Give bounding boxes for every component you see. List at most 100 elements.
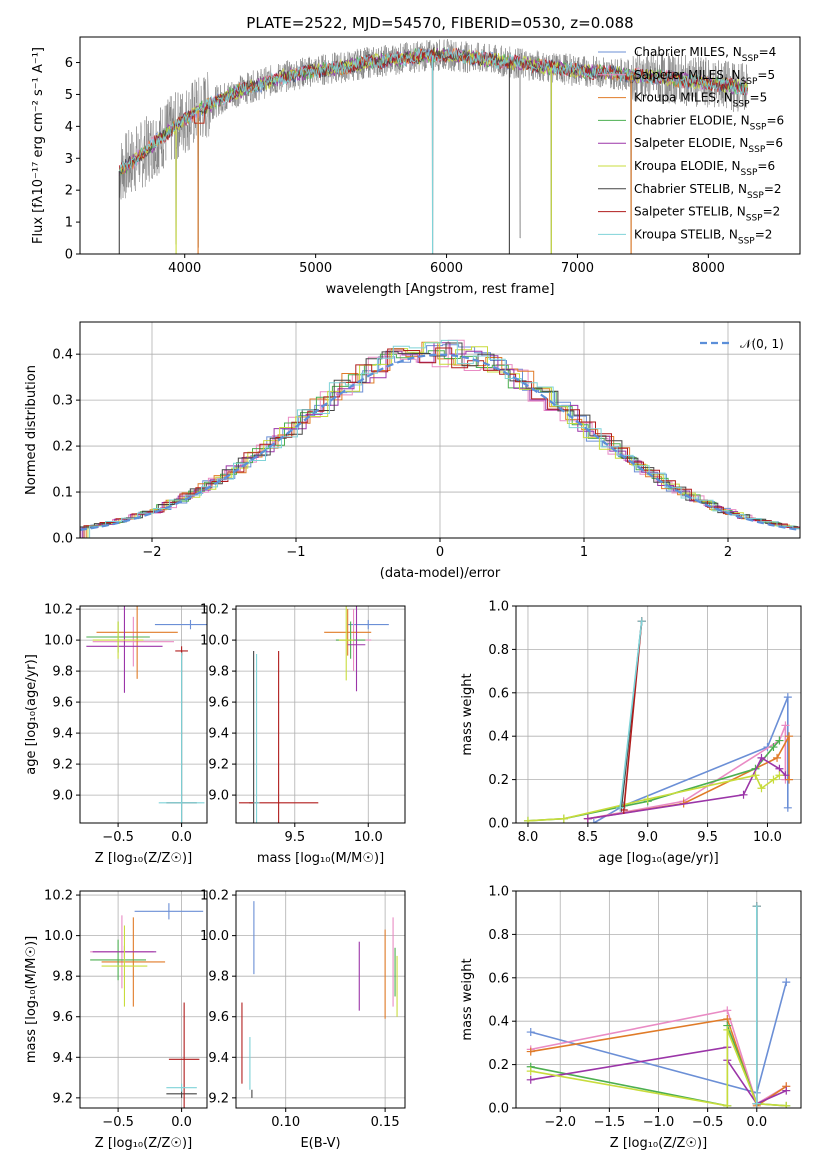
legend-tail: =6 (766, 113, 784, 127)
x-tick-label: −2 (142, 545, 161, 560)
x-tick-label: −1.5 (594, 1115, 626, 1130)
y-tick-label: 10.2 (200, 889, 229, 904)
weight-point-kroupa_stelib (752, 1099, 761, 1108)
y-tick-label: 9.8 (52, 665, 73, 680)
x-tick-label: 0.0 (171, 830, 192, 845)
y-tick-label: 9.2 (208, 758, 229, 773)
axes-frame (79, 890, 208, 1109)
y-tick-label: 9.4 (208, 1051, 229, 1066)
plot-area (526, 902, 791, 1108)
y-tick-label: 4 (65, 120, 73, 135)
errorbar-kroupa_miles (96, 606, 178, 679)
legend-sub: SSP (741, 168, 758, 178)
weight-point-chabrier_elodie (775, 736, 784, 745)
x-axis-label: Z [log₁₀(Z/Z☉)] (95, 851, 192, 866)
legend-tail: =4 (759, 45, 777, 59)
weight-point-kroupa_elodie (775, 771, 784, 780)
weight-point-kroupa_elodie (526, 1067, 535, 1076)
plot-area (523, 617, 794, 823)
weight-point-salpeter_elodie (739, 790, 748, 799)
axes-overlay: −0.5 0.0 9.0 9.2 9.4 9.6 9.8 10.0 10.2 Z [log₁₀(Z… (24, 603, 208, 866)
x-tick-label: 10.0 (354, 830, 383, 845)
y-tick-label: 9.2 (52, 1091, 73, 1106)
weight-point-kroupa_elodie (757, 784, 766, 793)
y-tick-label: 6 (65, 56, 73, 71)
x-tick-label: 9.5 (284, 830, 305, 845)
histogram-salpeter_miles (80, 339, 800, 538)
errorbar-kroupa_elodie (92, 621, 144, 659)
y-tick-label: 3 (65, 152, 73, 167)
legend-name: Chabrier ELODIE, N (634, 113, 750, 127)
legend-tail: =5 (750, 91, 768, 105)
x-axis-label: age [log₁₀(age/yr)] (598, 851, 719, 866)
axes-frame (79, 36, 801, 255)
legend-name: Kroupa MILES, N (634, 91, 733, 105)
weight-point-kroupa_stelib (616, 803, 625, 812)
panel-mass-vs-Z: −0.5 0.0 9.2 9.4 9.6 9.8 10.0 10.2 Z [log₁₀(Z/Z☉… (24, 889, 208, 1151)
weight-line-kroupa_elodie (527, 774, 780, 822)
legend-label-chabrier_elodie: Chabrier ELODIE, NSSP=6 (634, 113, 784, 132)
legend-label-salpeter_stelib: Salpeter STELIB, NSSP=2 (634, 205, 780, 224)
legend-tail: =2 (764, 182, 782, 196)
y-axis-label: mass weight (460, 958, 475, 1040)
y-tick-label: 1 (65, 216, 73, 231)
x-tick-label: −1 (286, 545, 305, 560)
plot-area (238, 606, 389, 823)
errorbar-chabrier_miles (347, 619, 389, 630)
errorbar-chabrier_miles (134, 903, 204, 920)
y-tick-label: 5 (65, 88, 73, 103)
errorbar-salpeter_stelib (168, 1002, 200, 1108)
weight-point-salpeter_elodie (757, 753, 766, 762)
x-axis-label: (data-model)/error (380, 566, 501, 581)
y-tick-label: 0.2 (488, 773, 509, 788)
panel-residuals: −2 −1 0 1 2 0.0 0.1 0.2 0.3 0.4 (data-model)/error… (24, 321, 801, 581)
plot-area (118, 39, 748, 254)
weight-line-kroupa_stelib (619, 621, 643, 808)
errorbar-kroupa_stelib (166, 1083, 197, 1092)
y-tick-label: 9.4 (52, 727, 73, 742)
legend-sub: SSP (738, 236, 755, 246)
weight-point-salpeter_miles (723, 1006, 732, 1015)
x-axis-label: mass [log₁₀(M/M☉)] (257, 851, 384, 866)
errorbar-chabrier_elodie (90, 939, 147, 981)
legend-tail: =2 (755, 227, 773, 241)
weight-point-salpeter_miles (781, 721, 790, 730)
histogram-chabrier_stelib (80, 342, 800, 529)
legend-label-kroupa_stelib: Kroupa STELIB, NSSP=2 (634, 227, 772, 246)
y-tick-label: 0.8 (488, 928, 509, 943)
weight-point-kroupa_elodie (643, 795, 652, 804)
y-tick-label: 0.1 (52, 486, 73, 501)
x-tick-label: −1.0 (643, 1115, 675, 1130)
y-tick-label: 9.0 (52, 789, 73, 804)
legend-label-salpeter_elodie: Salpeter ELODIE, NSSP=6 (634, 136, 783, 155)
model-line-chabrier_stelib (118, 47, 748, 175)
legend-label-kroupa_miles: Kroupa MILES, NSSP=5 (634, 91, 767, 110)
weight-point-chabrier_miles (526, 1028, 535, 1037)
y-axis-label: Normed distribution (24, 365, 39, 495)
axes-overlay: −0.5 0.0 9.2 9.4 9.6 9.8 10.0 10.2 Z [log₁₀(Z/Z☉… (24, 889, 208, 1151)
legend-sub: SSP (747, 191, 764, 201)
weight-point-chabrier_miles (589, 819, 598, 823)
histogram-kroupa_miles (85, 341, 800, 538)
errorbar-salpeter_miles (92, 616, 174, 667)
weight-point-kroupa_elodie (782, 1101, 791, 1108)
errorbar-chabrier_miles (154, 619, 207, 630)
weight-point-kroupa_elodie (769, 775, 778, 784)
weight-point-salpeter_elodie (583, 814, 592, 823)
y-tick-label: 10.2 (44, 603, 73, 618)
weight-point-kroupa_elodie (751, 771, 760, 780)
x-tick-label: 8.0 (518, 830, 539, 845)
histogram-kroupa_elodie (87, 342, 800, 538)
errorbar-kroupa_stelib (158, 652, 205, 823)
y-tick-label: 0.4 (52, 348, 73, 363)
x-tick-label: 0 (436, 545, 444, 560)
y-tick-label: 9.8 (52, 970, 73, 985)
y-axis-label: mass weight (460, 673, 475, 755)
errorbar-salpeter_elodie (347, 606, 366, 692)
y-tick-label: 9.2 (208, 1091, 229, 1106)
y-tick-label: 0.3 (52, 394, 73, 409)
axes-frame (235, 890, 406, 1109)
panel-weight-vs-age: 8.0 8.5 9.0 9.5 10.0 0.0 0.2 0.4 0.6 0.8 1.0 age [l… (460, 600, 802, 866)
weight-point-chabrier_miles (783, 803, 792, 812)
